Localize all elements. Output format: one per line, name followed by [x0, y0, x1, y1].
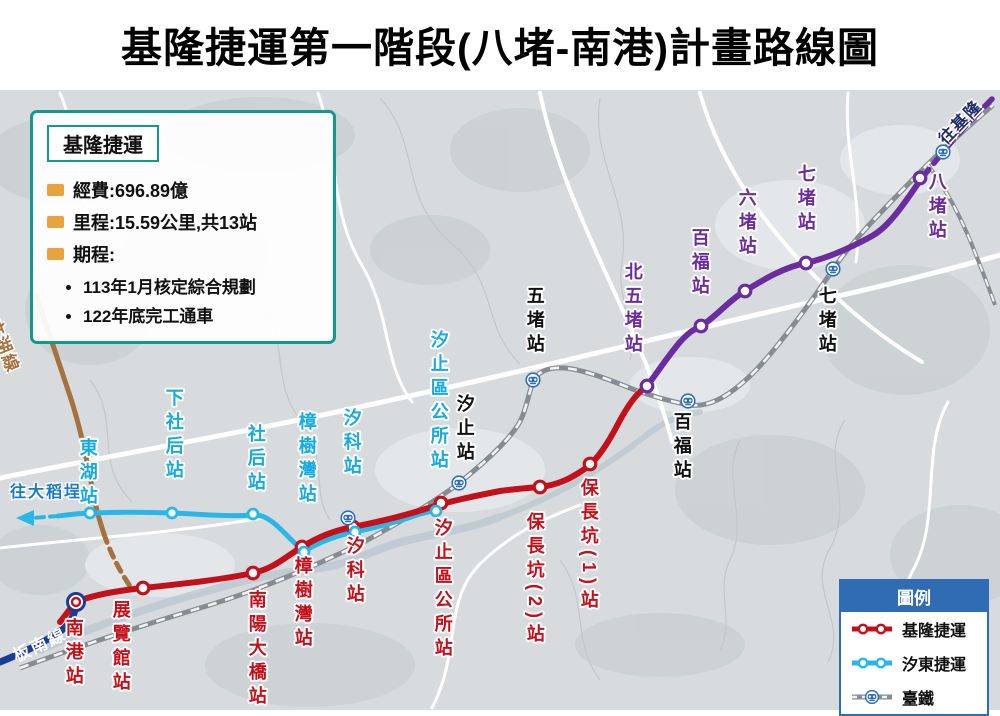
station-label-shehou: 社后站 [245, 424, 266, 496]
station-marker-donghu [83, 506, 97, 520]
keelung-mrt-line-symbol [852, 623, 892, 635]
station-label-xike: 汐科站 [344, 536, 365, 608]
station-label-xizhi-tra: 汐止站 [454, 394, 475, 466]
station-marker-xike-xidong [348, 525, 362, 539]
station-marker-baifu-mrt [693, 318, 709, 334]
orange-bullet-icon [47, 248, 64, 260]
orange-bullet-icon [47, 184, 64, 196]
station-label-exhibition-center: 展覽館站 [110, 600, 131, 696]
bannan-line [0, 602, 80, 666]
to-dadaocheng-label: 往大稻埕 [10, 484, 83, 501]
station-label-zhangshuwan-xidong: 樟樹灣站 [296, 412, 317, 508]
station-label-baochangkeng-2: 保長坑(2)站 [524, 512, 545, 648]
dadaocheng-arrowhead [16, 510, 34, 526]
station-marker-baochangkeng-2 [532, 479, 548, 495]
station-markers [66, 170, 928, 612]
legend-label-keelung-mrt: 基隆捷運 [902, 623, 967, 640]
station-label-xiashehou: 下社后站 [163, 388, 184, 484]
station-label-wudu-tra: 五堵站 [524, 286, 545, 358]
station-label-baochangkeng-1: 保長坑(1)站 [578, 478, 599, 614]
urban-patches [85, 125, 960, 597]
station-label-qidu-tra: 七堵站 [816, 286, 837, 358]
info-row-schedule: 期程: [47, 241, 319, 267]
station-label-donghu: 東湖站 [77, 438, 98, 510]
legend-row-tra: 臺鐵 [841, 680, 987, 714]
station-marker-xiashehou [165, 506, 179, 520]
tra-icon-qidu [825, 261, 841, 277]
legend-label-tra: 臺鐵 [902, 691, 935, 708]
station-marker-shehou [246, 507, 260, 521]
station-marker-beiwudu [639, 378, 655, 394]
tra-icon-xizhi [451, 475, 467, 491]
station-label-baifu-tra: 百福站 [671, 412, 692, 484]
station-marker-xizhi-district-office-xidong [429, 504, 443, 518]
station-marker-baochangkeng-1 [582, 456, 598, 472]
legend-row-xidong-mrt: 汐東捷運 [841, 646, 987, 680]
station-marker-exhibition-center [135, 580, 151, 596]
milestone-item: 113年1月核定綜合規劃 [83, 273, 319, 298]
station-label-qidu-mrt: 七堵站 [795, 164, 816, 236]
station-label-nanyang-bridge: 南陽大橋站 [246, 590, 267, 710]
station-label-beiwudu: 北五堵站 [622, 262, 643, 358]
info-row-length: 里程:15.59公里,共13站 [47, 209, 319, 235]
tra-icon-xike [340, 510, 356, 526]
info-row-budget: 經費:696.89億 [47, 177, 319, 203]
info-box: 基隆捷運 經費:696.89億 里程:15.59公里,共13站 期程: 113年… [30, 110, 336, 344]
legend-row-keelung-mrt: 基隆捷運 [841, 612, 987, 646]
station-marker-liudu [737, 283, 753, 299]
milestone-list: 113年1月核定綜合規劃 122年底完工通車 [69, 273, 319, 327]
station-label-nangang: 南港站 [63, 618, 84, 690]
station-label-zhangshuwan: 樟樹灣站 [292, 556, 313, 652]
xidong-mrt-line-symbol [852, 657, 892, 669]
tra-icon-wudu [525, 372, 541, 388]
station-marker-nangang-inner [70, 596, 82, 608]
info-schedule-text: 期程: [73, 245, 115, 265]
station-label-xike-xidong: 汐科站 [341, 408, 362, 480]
info-length-text: 里程:15.59公里,共13站 [73, 213, 258, 233]
station-marker-badu [912, 170, 928, 186]
station-marker-qidu-mrt [798, 255, 814, 271]
orange-bullet-icon [47, 216, 64, 228]
tra-line-symbol [852, 689, 892, 705]
station-marker-zhangshuwan-xidong [297, 545, 311, 559]
station-label-xizhi-district-office-xidong: 汐止區公所站 [428, 330, 449, 474]
legend-title: 圖例 [841, 581, 987, 612]
station-label-xizhi-district-office: 汐止區公所站 [432, 518, 453, 662]
station-label-badu: 八堵站 [926, 172, 947, 244]
station-label-liudu: 六堵站 [736, 188, 757, 260]
tra-icon-baifu [680, 393, 696, 409]
milestone-item: 122年底完工通車 [83, 302, 319, 327]
station-label-baifu-mrt: 百福站 [689, 228, 710, 300]
xidong-line [16, 506, 440, 554]
legend-label-xidong-mrt: 汐東捷運 [902, 657, 967, 674]
info-budget-text: 經費:696.89億 [73, 181, 189, 201]
info-box-title: 基隆捷運 [47, 125, 159, 162]
legend-box: 圖例 基隆捷運 汐東捷運 臺鐵 [839, 579, 989, 716]
station-marker-nanyang-bridge [245, 565, 261, 581]
page-title: 基隆捷運第一階段(八堵-南港)計畫路線圖 [121, 25, 879, 71]
